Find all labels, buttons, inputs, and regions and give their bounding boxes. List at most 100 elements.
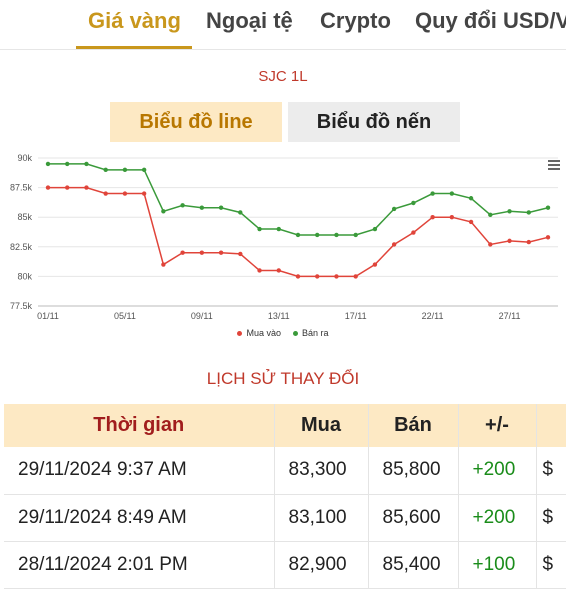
data-point xyxy=(238,210,243,215)
table-row: 29/11/2024 9:37 AM 83,300 85,800 +200 $ xyxy=(4,447,566,495)
data-point xyxy=(411,200,416,206)
cell-sell: 85,600 xyxy=(368,494,459,542)
x-tick-label: 13/11 xyxy=(268,311,290,321)
data-point xyxy=(430,191,435,196)
data-point xyxy=(334,274,339,279)
x-tick-label: 05/11 xyxy=(114,311,136,321)
tab-bar: Giá vàng Ngoại tệ Crypto Quy đổi USD/V xyxy=(0,0,566,50)
active-tab-indicator xyxy=(76,46,192,49)
candle-chart-button[interactable]: Biểu đồ nến xyxy=(288,102,460,142)
cell-diff: +200 xyxy=(458,447,537,495)
data-point xyxy=(161,262,166,267)
x-tick-label: 27/11 xyxy=(499,311,521,321)
cell-time: 29/11/2024 8:49 AM xyxy=(4,494,275,542)
price-chart: 77.5k 80k 82.5k 85k 87.5k 90k 01/11 05/11 09/11 1… xyxy=(0,148,566,348)
legend-item-sell[interactable]: Bán ra xyxy=(293,328,329,338)
table-row: 29/11/2024 8:49 AM 83,100 85,600 +200 $ xyxy=(4,494,566,542)
table-header-row: Thời gian Mua Bán +/- xyxy=(4,404,566,447)
data-point xyxy=(141,167,147,173)
cell-buy: 83,300 xyxy=(274,447,369,495)
data-point xyxy=(238,251,243,257)
data-point xyxy=(545,235,551,240)
menu-icon[interactable] xyxy=(548,160,560,172)
history-title: LỊCH SỬ THAY ĐỔI xyxy=(206,369,360,388)
cell-diff: +100 xyxy=(458,541,537,589)
header-buy: Mua xyxy=(274,404,369,447)
cell-currency: $ xyxy=(536,494,566,542)
data-point xyxy=(315,274,320,279)
data-point xyxy=(199,250,205,255)
data-point xyxy=(507,209,512,214)
data-point xyxy=(391,242,397,247)
data-point xyxy=(372,262,378,267)
x-tick-label: 17/11 xyxy=(345,311,367,321)
tab-crypto[interactable]: Crypto xyxy=(320,8,391,33)
header-extra xyxy=(536,404,566,447)
data-point xyxy=(65,185,70,190)
data-point xyxy=(180,203,185,208)
data-point xyxy=(468,219,474,225)
data-point xyxy=(257,268,262,273)
y-tick-label: 77.5k xyxy=(10,301,33,311)
data-point xyxy=(353,232,358,238)
data-point xyxy=(218,205,224,210)
tab-quy-doi[interactable]: Quy đổi USD/V xyxy=(415,8,566,33)
data-point xyxy=(218,250,224,255)
data-point xyxy=(488,212,493,218)
data-point xyxy=(372,226,378,232)
data-point xyxy=(295,232,301,238)
x-tick-label: 22/11 xyxy=(422,311,444,321)
cell-currency: $ xyxy=(536,541,566,589)
data-point xyxy=(276,268,281,273)
cell-sell: 85,400 xyxy=(368,541,459,589)
tab-gia-vang[interactable]: Giá vàng xyxy=(88,8,181,33)
legend-label-buy: Mua vào xyxy=(246,328,281,338)
y-tick-label: 90k xyxy=(17,153,32,163)
chart-svg: 77.5k 80k 82.5k 85k 87.5k 90k 01/11 05/11 09/11 1… xyxy=(10,153,558,321)
history-table: Thời gian Mua Bán +/- 29/11/2024 9:37 AM… xyxy=(4,404,566,589)
chart-subtitle: SJC 1L xyxy=(258,68,308,85)
data-point xyxy=(103,191,108,196)
data-point xyxy=(391,206,397,212)
header-sell: Bán xyxy=(368,404,459,447)
legend-label-sell: Bán ra xyxy=(302,328,329,338)
data-point xyxy=(411,230,416,235)
data-point xyxy=(545,205,551,210)
data-point xyxy=(161,209,166,214)
data-point xyxy=(449,191,455,196)
data-point xyxy=(430,215,435,220)
data-point xyxy=(449,215,455,220)
y-tick-label: 85k xyxy=(17,212,32,222)
cell-time: 28/11/2024 2:01 PM xyxy=(4,541,275,589)
data-point xyxy=(122,167,128,173)
data-point xyxy=(526,210,531,215)
data-point xyxy=(122,191,128,196)
line-chart-button[interactable]: Biểu đồ line xyxy=(110,102,282,142)
x-tick-label: 01/11 xyxy=(37,311,59,321)
data-point xyxy=(45,161,51,167)
x-tick-label: 09/11 xyxy=(191,311,213,321)
data-point xyxy=(45,185,51,190)
cell-buy: 83,100 xyxy=(274,494,369,542)
header-diff: +/- xyxy=(458,404,537,447)
data-point xyxy=(488,242,493,247)
data-point xyxy=(180,250,185,255)
data-point xyxy=(315,232,320,238)
data-point xyxy=(103,167,108,173)
data-point xyxy=(65,161,70,167)
cell-buy: 82,900 xyxy=(274,541,369,589)
table-row: 28/11/2024 2:01 PM 82,900 85,400 +100 $ xyxy=(4,541,566,589)
data-point xyxy=(295,274,301,279)
data-point xyxy=(199,205,205,210)
tab-ngoai-te[interactable]: Ngoại tệ xyxy=(206,8,293,33)
data-point xyxy=(84,185,89,190)
legend-item-buy[interactable]: Mua vào xyxy=(237,328,281,338)
cell-sell: 85,800 xyxy=(368,447,459,495)
cell-time: 29/11/2024 9:37 AM xyxy=(4,447,275,495)
data-point xyxy=(526,239,531,245)
y-tick-label: 87.5k xyxy=(10,183,33,193)
y-tick-label: 82.5k xyxy=(10,242,33,252)
data-point xyxy=(353,274,358,279)
cell-currency: $ xyxy=(536,447,566,495)
cell-diff: +200 xyxy=(458,494,537,542)
